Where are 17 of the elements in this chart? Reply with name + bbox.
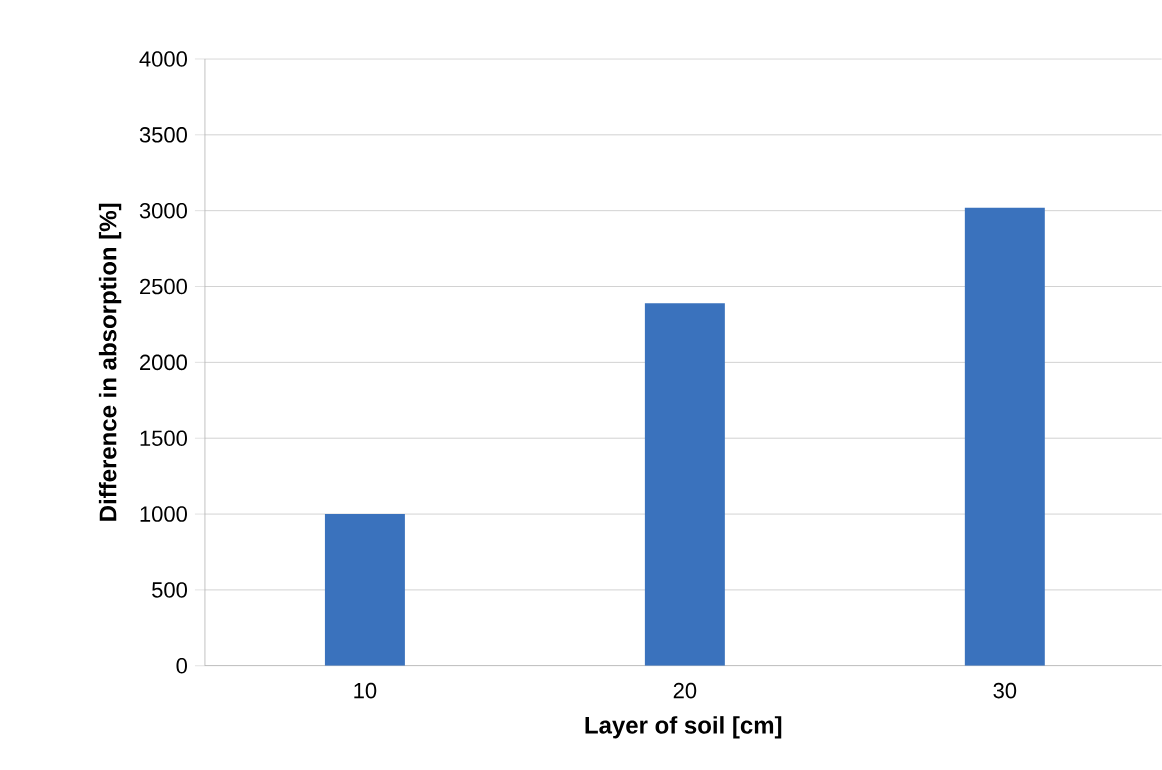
y-tick-label: 3000 <box>139 203 187 219</box>
x-axis-title: Layer of soil [cm] <box>585 716 782 739</box>
y-tick-label: 1500 <box>140 430 187 447</box>
x-tick-label: 30 <box>993 682 1017 699</box>
y-tick-label: 3500 <box>139 127 187 143</box>
bar <box>644 303 725 666</box>
y-axis-title: Difference in absorption [%] <box>98 203 122 521</box>
y-tick-label: 0 <box>176 658 187 674</box>
bar <box>324 514 405 666</box>
y-tick-label: 4000 <box>139 51 187 67</box>
y-tick-label: 1000 <box>140 506 187 522</box>
bar <box>964 207 1045 666</box>
x-tick-label: 20 <box>673 682 697 699</box>
y-tick-label: 2000 <box>140 354 187 371</box>
y-tick-label: 2500 <box>140 278 187 295</box>
y-tick-label: 500 <box>152 582 187 598</box>
x-tick-label: 10 <box>354 682 377 699</box>
